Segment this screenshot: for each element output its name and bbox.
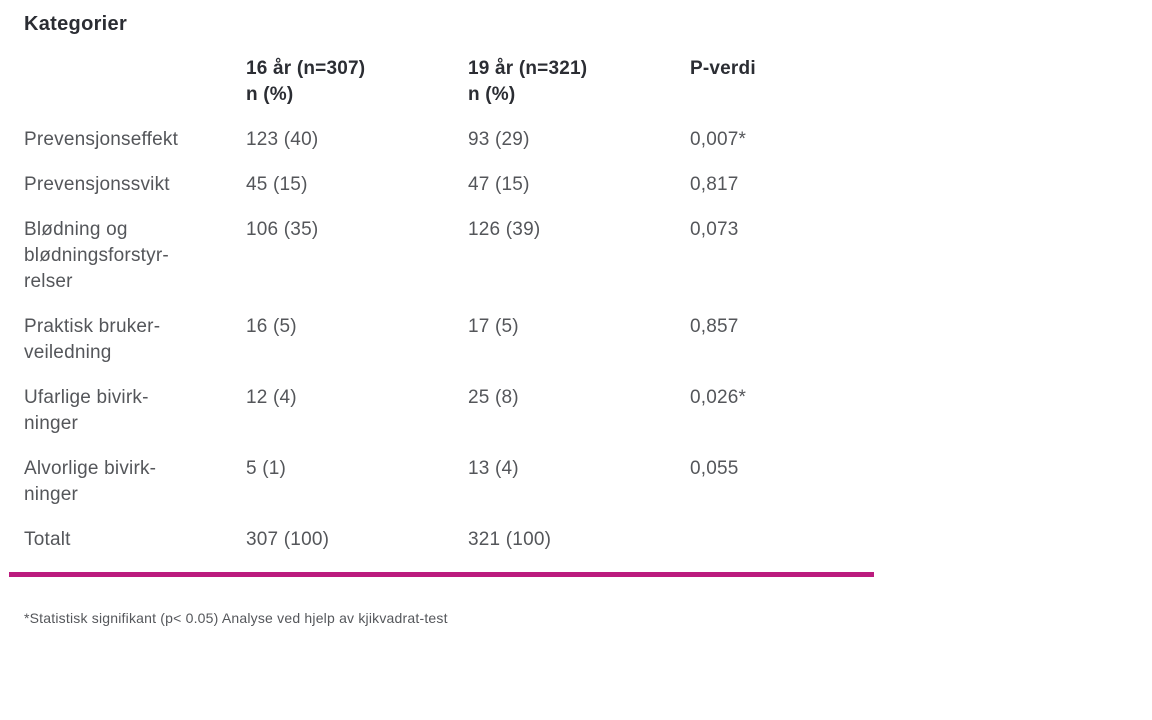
table-header-row: 16 år (n=307) n (%) 19 år (n=321) n (%) …: [24, 56, 1152, 108]
column-header-16ar: 16 år (n=307) n (%): [246, 58, 366, 105]
value-19ar: 25 (8): [468, 387, 519, 408]
column-header-pverdi: P-verdi: [690, 58, 756, 79]
footnote: *Statistisk signifikant (p< 0.05) Analys…: [24, 610, 448, 626]
divider-rule: [9, 572, 874, 577]
value-pverdi: 0,007*: [690, 129, 747, 150]
table-row: Alvorlige bivirk- ninger 5 (1) 13 (4) 0,…: [24, 456, 1152, 508]
value-19ar: 93 (29): [468, 129, 530, 150]
value-16ar: 16 (5): [246, 316, 297, 337]
value-pverdi: 0,857: [690, 316, 739, 337]
value-16ar: 106 (35): [246, 219, 319, 240]
table-title: Kategorier: [24, 13, 128, 35]
category-label: Alvorlige bivirk- ninger: [24, 458, 157, 505]
value-19ar: 321 (100): [468, 529, 552, 550]
category-label: Ufarlige bivirk- ninger: [24, 387, 149, 434]
category-label: Praktisk bruker- veiledning: [24, 316, 161, 363]
value-pverdi: 0,026*: [690, 387, 747, 408]
value-16ar: 123 (40): [246, 129, 319, 150]
category-label: Totalt: [24, 529, 71, 550]
value-16ar: 45 (15): [246, 174, 308, 195]
category-label: Blødning og blødningsforstyr- relser: [24, 219, 169, 292]
table-row: Totalt 307 (100) 321 (100): [24, 527, 1152, 553]
category-label: Prevensjonssvikt: [24, 174, 170, 195]
category-label: Prevensjonseffekt: [24, 129, 179, 150]
value-19ar: 13 (4): [468, 458, 519, 479]
table-row: Prevensjonseffekt 123 (40) 93 (29) 0,007…: [24, 127, 1152, 153]
value-19ar: 126 (39): [468, 219, 541, 240]
value-16ar: 12 (4): [246, 387, 297, 408]
table-row: Praktisk bruker- veiledning 16 (5) 17 (5…: [24, 314, 1152, 366]
value-pverdi: 0,055: [690, 458, 739, 479]
value-19ar: 17 (5): [468, 316, 519, 337]
table-row: Prevensjonssvikt 45 (15) 47 (15) 0,817: [24, 172, 1152, 198]
column-header-19ar: 19 år (n=321) n (%): [468, 58, 588, 105]
value-16ar: 5 (1): [246, 458, 287, 479]
table-row: Blødning og blødningsforstyr- relser 106…: [24, 217, 1152, 295]
value-pverdi: 0,817: [690, 174, 739, 195]
table-row: Ufarlige bivirk- ninger 12 (4) 25 (8) 0,…: [24, 385, 1152, 437]
value-16ar: 307 (100): [246, 529, 330, 550]
value-pverdi: 0,073: [690, 219, 739, 240]
value-19ar: 47 (15): [468, 174, 530, 195]
